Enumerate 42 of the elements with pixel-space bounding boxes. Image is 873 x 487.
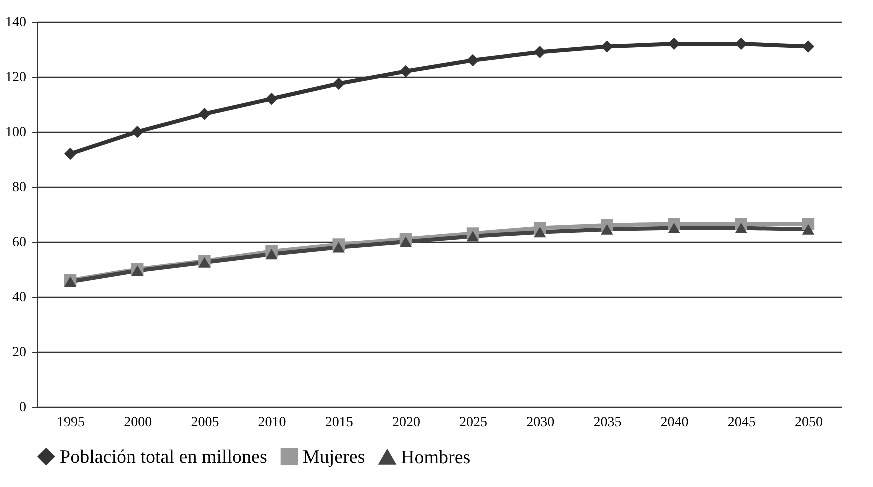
y-tick-label: 100 (6, 126, 26, 140)
y-tick-label: 140 (6, 16, 26, 30)
point (735, 222, 748, 234)
x-tick-label: 2045 (728, 416, 756, 430)
x-tick-label: 2050 (794, 416, 823, 430)
x-tick-label: 2030 (526, 416, 555, 430)
point (466, 231, 480, 242)
x-tick-label: 2040 (660, 416, 689, 430)
y-tick-label: 0 (20, 400, 26, 416)
y-tick-label: 80 (12, 180, 26, 196)
x-tick-label: 2010 (258, 416, 286, 430)
y-tick-label: 40 (12, 290, 26, 306)
point (64, 148, 77, 160)
point (466, 54, 480, 67)
legend-label: Población total en millones (60, 446, 268, 468)
point (332, 78, 345, 90)
y-tick-label: 20 (12, 346, 26, 360)
x-tick-label: 2020 (392, 416, 420, 430)
point (132, 266, 144, 276)
point (601, 224, 614, 235)
point (802, 224, 815, 235)
legend-label: Mujeres (303, 446, 366, 468)
y-tick-label: 120 (6, 70, 26, 86)
point (266, 92, 278, 106)
point (668, 222, 680, 234)
point (534, 46, 546, 58)
point (534, 227, 546, 238)
x-tick-label: 2000 (124, 416, 152, 430)
x-tick-label: 2025 (460, 416, 488, 430)
point (64, 276, 77, 288)
point (400, 236, 412, 248)
y-tick-label: 60 (12, 236, 26, 250)
point (198, 108, 211, 120)
x-tick-label: 2035 (594, 416, 622, 430)
point (400, 65, 412, 78)
x-tick-label: 1995 (57, 416, 86, 430)
x-tick-label: 2005 (191, 416, 220, 430)
point (266, 249, 278, 260)
x-tick-label: 2015 (325, 416, 354, 430)
point (132, 126, 144, 138)
legend-label: Hombres (401, 447, 471, 468)
point (332, 242, 345, 253)
